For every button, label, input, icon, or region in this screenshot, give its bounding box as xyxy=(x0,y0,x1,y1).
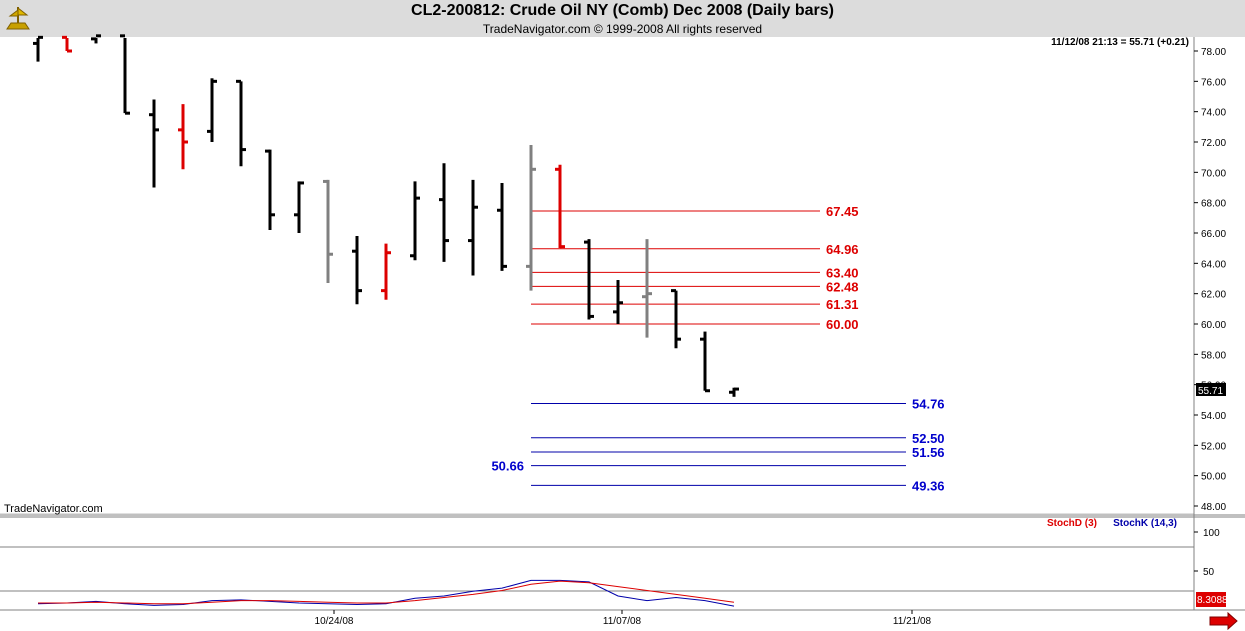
stochastic-panel: 50 100 xyxy=(37,528,1220,607)
target-level-label-blue: 50.66 xyxy=(491,459,524,474)
target-level-label-blue: 49.36 xyxy=(912,478,945,493)
x-tick-label: 11/07/08 xyxy=(603,616,642,627)
stoch-d-legend: StochD (3) xyxy=(1047,518,1097,529)
y-tick-label: 72.00 xyxy=(1201,138,1226,149)
y-tick-label: 48.00 xyxy=(1201,502,1226,513)
ohlc-bar xyxy=(323,179,333,284)
ohlc-bar xyxy=(178,104,188,170)
ohlc-bar xyxy=(555,164,565,249)
y-tick-label: 78.00 xyxy=(1201,47,1226,58)
fib-level-label-red: 64.96 xyxy=(826,242,859,257)
x-axis: 10/24/08 11/07/08 11/21/08 xyxy=(315,610,932,627)
stoch-value-label: 8.3088 xyxy=(1197,595,1228,606)
ohlc-bar xyxy=(62,35,72,53)
ohlc-bars xyxy=(33,34,739,397)
target-level-label-blue: 54.76 xyxy=(912,396,945,411)
fib-level-label-red: 67.45 xyxy=(826,204,859,219)
ohlc-bar xyxy=(671,289,681,349)
chart-title: CL2-200812: Crude Oil NY (Comb) Dec 2008… xyxy=(411,2,834,19)
ohlc-bar xyxy=(729,387,739,397)
x-tick-label: 10/24/08 xyxy=(315,616,354,627)
fib-level-label-red: 63.40 xyxy=(826,265,859,280)
stoch-y-tick-label: 100 xyxy=(1203,528,1220,539)
y-tick-label: 74.00 xyxy=(1201,108,1226,119)
quote-readout: 11/12/08 21:13 = 55.71 (+0.21) xyxy=(1051,37,1189,48)
last-price-box xyxy=(1196,383,1226,396)
ohlc-bar xyxy=(468,179,478,276)
y-tick-label: 54.00 xyxy=(1201,411,1226,422)
fib-level-label-red: 62.48 xyxy=(826,279,859,294)
y-tick-label: 76.00 xyxy=(1201,77,1226,88)
ohlc-bar xyxy=(439,163,449,262)
trade-navigator-logo-icon xyxy=(6,6,30,30)
y-tick-label: 52.00 xyxy=(1201,441,1226,452)
stoch-y-tick-label: 50 xyxy=(1203,567,1215,578)
last-price-label: 55.71 xyxy=(1198,386,1223,397)
ohlc-bar xyxy=(584,239,594,320)
stoch-d-line xyxy=(38,580,735,605)
target-level-label-blue: 52.50 xyxy=(912,431,945,446)
target-level-label-blue: 51.56 xyxy=(912,445,945,460)
ohlc-bar xyxy=(410,181,420,261)
ohlc-bar xyxy=(33,35,43,62)
y-axis: 48.0050.0052.0054.0056.0058.0060.0062.00… xyxy=(1194,47,1226,513)
copyright-text: TradeNavigator.com © 1999-2008 All right… xyxy=(482,22,763,36)
ohlc-bar xyxy=(91,34,101,44)
x-tick-label: 11/21/08 xyxy=(893,616,932,627)
y-tick-label: 64.00 xyxy=(1201,259,1226,270)
y-tick-label: 58.00 xyxy=(1201,350,1226,361)
ohlc-bar xyxy=(613,280,623,324)
ohlc-bar xyxy=(526,145,536,291)
watermark-text: TradeNavigator.com xyxy=(4,503,103,515)
price-panel xyxy=(0,37,1194,514)
ohlc-bar xyxy=(207,78,217,142)
ohlc-bar xyxy=(497,182,507,271)
ohlc-bar xyxy=(700,331,710,393)
stoch-k-legend: StochK (14,3) xyxy=(1113,518,1177,529)
ohlc-bar xyxy=(381,243,391,300)
ohlc-bar xyxy=(120,34,130,115)
ohlc-bar xyxy=(294,181,304,233)
ohlc-bar xyxy=(265,149,275,230)
chart-header: CL2-200812: Crude Oil NY (Comb) Dec 2008… xyxy=(0,0,1245,37)
ohlc-bar xyxy=(236,79,246,167)
ohlc-bar xyxy=(149,99,159,188)
fib-level-label-red: 61.31 xyxy=(826,297,859,312)
y-tick-label: 70.00 xyxy=(1201,168,1226,179)
stoch-value-box xyxy=(1196,592,1226,607)
stoch-k-line xyxy=(37,579,735,607)
y-tick-label: 50.00 xyxy=(1201,472,1226,483)
y-tick-label: 60.00 xyxy=(1201,320,1226,331)
y-tick-label: 62.00 xyxy=(1201,290,1226,301)
y-tick-label: 68.00 xyxy=(1201,199,1226,210)
ohlc-bar xyxy=(352,236,362,305)
y-tick-label: 66.00 xyxy=(1201,229,1226,240)
ohlc-bar xyxy=(642,239,652,338)
fib-level-label-red: 60.00 xyxy=(826,317,859,332)
right-arrow-icon[interactable] xyxy=(1209,611,1238,631)
